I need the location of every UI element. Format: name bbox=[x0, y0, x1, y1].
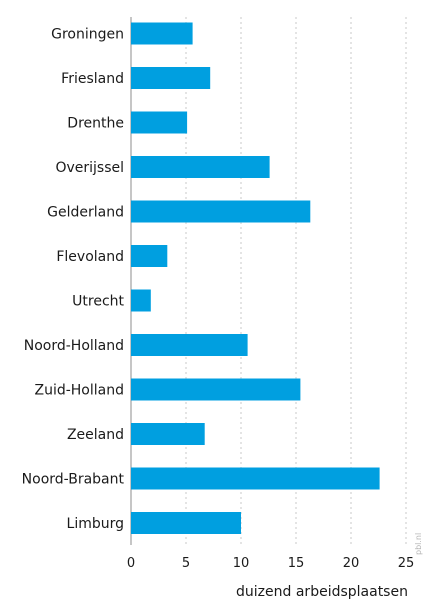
category-label: Flevoland bbox=[56, 249, 124, 265]
bar-overijssel bbox=[131, 156, 270, 178]
bars bbox=[131, 22, 380, 534]
category-label: Gelderland bbox=[47, 205, 124, 221]
category-label: Zuid-Holland bbox=[34, 383, 124, 399]
category-label: Noord-Holland bbox=[24, 338, 124, 354]
watermark: pbl.nl bbox=[414, 533, 423, 555]
x-tick-label: 10 bbox=[233, 556, 250, 571]
bar-noord-brabant bbox=[131, 467, 380, 490]
category-label: Limburg bbox=[67, 516, 124, 532]
bar-utrecht bbox=[131, 289, 151, 312]
bar-gelderland bbox=[131, 200, 311, 223]
x-tick-labels: 0 5 10 15 20 25 bbox=[127, 556, 414, 571]
x-tick-label: 0 bbox=[127, 556, 135, 571]
x-tick-label: 25 bbox=[398, 556, 415, 571]
category-label: Utrecht bbox=[72, 294, 124, 310]
category-label: Drenthe bbox=[67, 116, 124, 132]
bar-noord-holland bbox=[131, 334, 248, 356]
category-label: Groningen bbox=[51, 27, 124, 43]
bar-limburg bbox=[131, 512, 241, 534]
category-label: Noord-Brabant bbox=[22, 472, 125, 488]
gridlines bbox=[130, 17, 407, 545]
bar-drenthe bbox=[131, 111, 188, 134]
bar-zuid-holland bbox=[131, 378, 301, 401]
bar-flevoland bbox=[131, 245, 168, 267]
category-labels: Groningen Friesland Drenthe Overijssel Gelde… bbox=[22, 27, 125, 533]
bar-groningen bbox=[131, 22, 193, 45]
x-axis-label: duizend arbeidsplaatsen bbox=[236, 584, 408, 600]
category-label: Overijssel bbox=[55, 160, 124, 176]
x-tick-label: 5 bbox=[182, 556, 190, 571]
bar-zeeland bbox=[131, 423, 205, 445]
category-label: Zeeland bbox=[67, 427, 124, 443]
category-label: Friesland bbox=[61, 71, 124, 87]
bar-friesland bbox=[131, 67, 211, 89]
x-tick-label: 20 bbox=[343, 556, 360, 571]
x-tick-label: 15 bbox=[288, 556, 305, 571]
